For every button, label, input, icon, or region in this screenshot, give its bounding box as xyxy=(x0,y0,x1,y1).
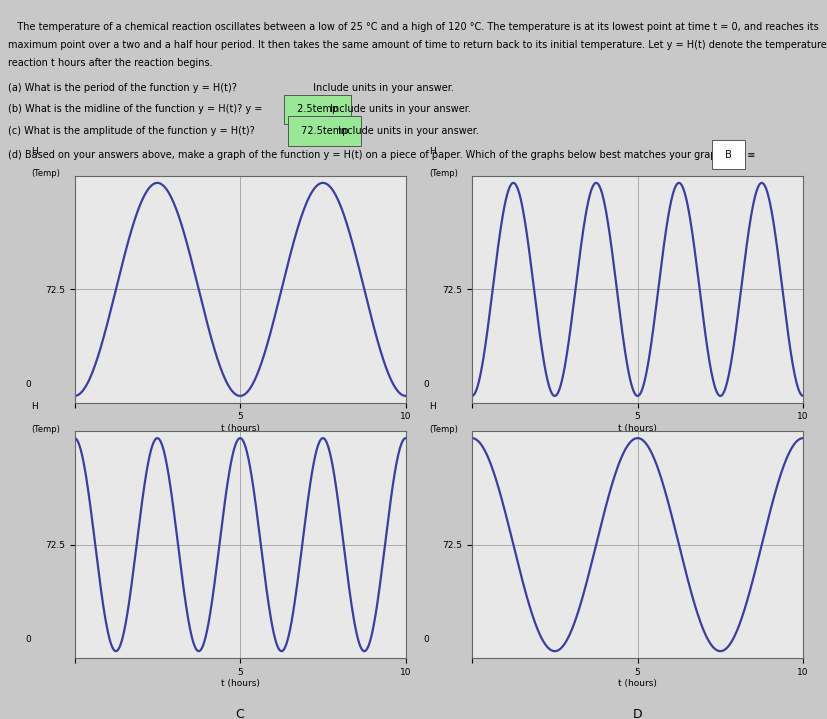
Text: B: B xyxy=(721,150,734,160)
Text: C: C xyxy=(236,707,244,719)
Text: (Temp): (Temp) xyxy=(31,425,60,434)
Text: 0: 0 xyxy=(423,380,428,389)
Text: H: H xyxy=(31,402,38,411)
Text: (a) What is the period of the function y = H(t)?: (a) What is the period of the function y… xyxy=(8,83,237,93)
X-axis label: t (hours): t (hours) xyxy=(221,424,259,433)
Text: (d) Based on your answers above, make a graph of the function y = H(t) on a piec: (d) Based on your answers above, make a … xyxy=(8,150,727,160)
Text: (Temp): (Temp) xyxy=(31,170,60,178)
Text: The temperature of a chemical reaction oscillates between a low of 25 °C and a h: The temperature of a chemical reaction o… xyxy=(8,22,818,32)
Text: D: D xyxy=(632,707,642,719)
Text: (Temp): (Temp) xyxy=(428,170,457,178)
Text: (c) What is the amplitude of the function y = H(t)?: (c) What is the amplitude of the functio… xyxy=(8,126,255,136)
X-axis label: t (hours): t (hours) xyxy=(618,424,656,433)
Text: ≡: ≡ xyxy=(740,150,754,160)
Text: 0: 0 xyxy=(26,380,31,389)
X-axis label: t (hours): t (hours) xyxy=(618,679,656,688)
Text: Include units in your answer.: Include units in your answer. xyxy=(310,83,454,93)
Text: H: H xyxy=(428,402,435,411)
Text: (Temp): (Temp) xyxy=(428,425,457,434)
Text: reaction t hours after the reaction begins.: reaction t hours after the reaction begi… xyxy=(8,58,213,68)
Text: (b) What is the midline of the function y = H(t)? y =: (b) What is the midline of the function … xyxy=(8,104,265,114)
Text: H: H xyxy=(31,147,38,156)
X-axis label: t (hours): t (hours) xyxy=(221,679,259,688)
Text: maximum point over a two and a half hour period. It then takes the same amount o: maximum point over a two and a half hour… xyxy=(8,40,827,50)
Text: Include units in your answer.: Include units in your answer. xyxy=(327,104,471,114)
Text: H: H xyxy=(428,147,435,156)
Text: A: A xyxy=(236,452,244,465)
Text: 0: 0 xyxy=(423,636,428,644)
Text: 2.5temp: 2.5temp xyxy=(294,104,341,114)
Text: 0: 0 xyxy=(26,636,31,644)
Text: B: B xyxy=(633,452,641,465)
Text: Include units in your answer.: Include units in your answer. xyxy=(335,126,479,136)
Text: 72.5temp: 72.5temp xyxy=(298,126,351,136)
